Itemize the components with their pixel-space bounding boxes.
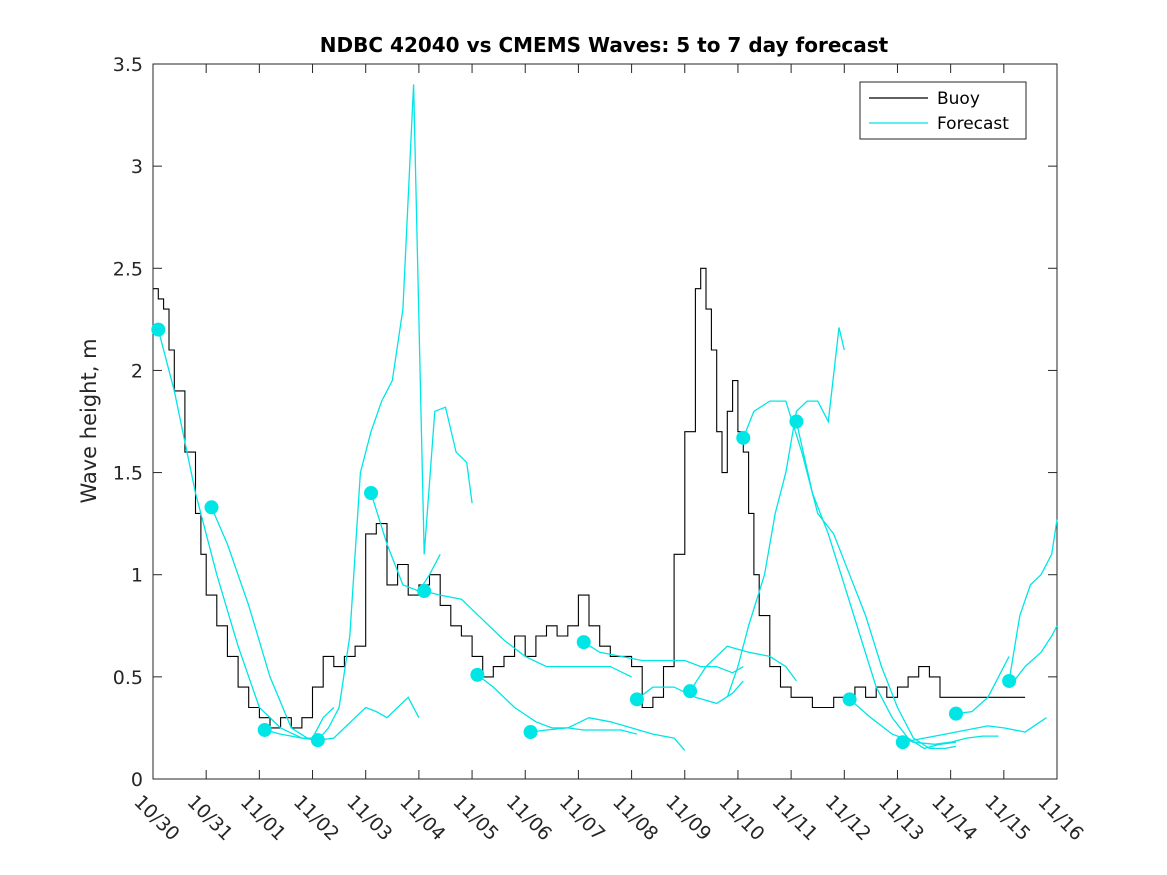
- forecast-start-marker: [948, 706, 963, 721]
- legend-label: Buoy: [937, 89, 980, 109]
- forecast-series-line: [530, 717, 686, 751]
- buoy-series-line: [153, 267, 1026, 729]
- forecast-start-marker: [1002, 673, 1017, 688]
- forecast-start-marker: [257, 722, 272, 737]
- forecast-start-marker: [310, 733, 325, 748]
- y-tick-label: 1: [131, 565, 143, 587]
- x-tick-label: 11/03: [342, 791, 396, 845]
- forecast-start-marker: [683, 684, 698, 699]
- plot-area: 00.511.522.533.510/3010/3111/0111/0211/0…: [113, 54, 1088, 845]
- y-tick-label: 0.5: [113, 667, 143, 689]
- forecast-start-marker: [842, 692, 857, 707]
- forecast-series-line: [1008, 519, 1058, 682]
- forecast-series-line: [1008, 625, 1058, 688]
- forecast-start-marker: [523, 725, 538, 740]
- x-tick-label: 11/08: [608, 791, 662, 845]
- x-tick-label: 11/06: [502, 791, 556, 845]
- x-tick-label: 11/07: [555, 791, 609, 845]
- forecast-series-line: [689, 645, 797, 692]
- x-tick-label: 11/02: [289, 791, 343, 845]
- x-tick-label: 11/13: [874, 791, 928, 845]
- x-tick-label: 11/01: [236, 791, 290, 845]
- forecast-start-marker: [151, 322, 166, 337]
- x-tick-label: 10/31: [183, 791, 237, 845]
- forecast-series-line: [849, 698, 999, 745]
- forecast-start-marker: [895, 735, 910, 750]
- legend-box: [859, 81, 1027, 140]
- chart-title: NDBC 42040 vs CMEMS Waves: 5 to 7 day fo…: [320, 33, 889, 57]
- x-tick-label: 11/05: [449, 791, 503, 845]
- forecast-start-marker: [470, 667, 485, 682]
- y-axis-label: Wave height, m: [77, 338, 101, 503]
- forecast-series-line: [370, 492, 441, 592]
- forecast-series-line: [477, 674, 638, 735]
- y-tick-label: 2: [131, 360, 143, 382]
- x-tick-label: 11/10: [714, 791, 768, 845]
- x-tick-label: 11/09: [661, 791, 715, 845]
- x-tick-label: 11/16: [1033, 791, 1087, 845]
- legend: Buoy Forecast: [859, 81, 1027, 140]
- y-tick-label: 3: [131, 156, 143, 178]
- x-tick-label: 11/15: [980, 791, 1034, 845]
- forecast-start-marker: [736, 430, 751, 445]
- forecast-series-line: [317, 84, 473, 741]
- forecast-series-line: [795, 421, 957, 750]
- x-tick-label: 11/12: [821, 791, 875, 845]
- forecast-start-marker: [204, 500, 219, 515]
- forecast-series-line: [157, 329, 335, 739]
- forecast-series-line: [726, 327, 845, 698]
- forecast-series-line: [636, 680, 744, 705]
- x-tick-label: 10/30: [129, 791, 183, 845]
- x-tick-label: 11/11: [768, 791, 822, 845]
- x-tick-label: 11/14: [927, 791, 981, 845]
- forecast-series-line: [424, 590, 632, 678]
- plot-box: [152, 63, 1058, 780]
- forecast-series-line: [264, 696, 420, 741]
- y-tick-label: 3.5: [113, 54, 143, 76]
- forecast-series-line: [902, 717, 1047, 743]
- legend-label: Forecast: [937, 114, 1009, 134]
- forecast-series-line: [583, 641, 744, 674]
- forecast-start-marker: [364, 486, 379, 500]
- forecast-series-line: [210, 507, 308, 739]
- forecast-series-line: [742, 400, 957, 750]
- y-tick-label: 0: [131, 769, 143, 791]
- forecast-start-marker: [576, 635, 591, 650]
- forecast-series-line: [955, 656, 1010, 715]
- forecast-start-marker: [417, 584, 432, 599]
- x-tick-label: 11/04: [395, 791, 449, 845]
- y-tick-label: 1.5: [113, 463, 143, 485]
- forecast-start-marker: [789, 414, 804, 429]
- y-tick-label: 2.5: [113, 258, 143, 280]
- forecast-start-marker: [629, 692, 644, 707]
